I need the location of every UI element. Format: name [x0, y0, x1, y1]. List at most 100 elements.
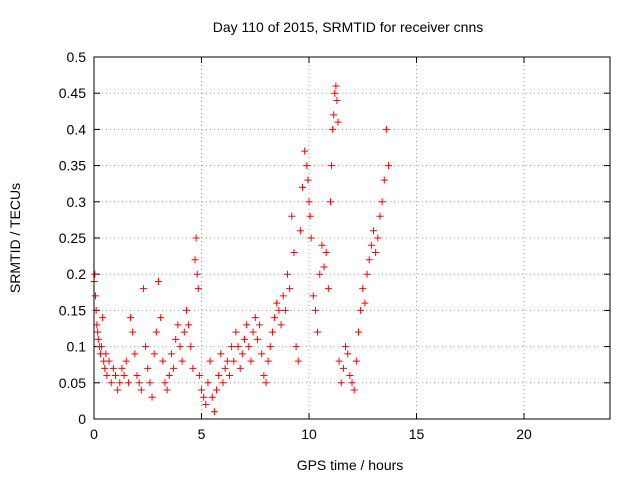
data-point: [264, 357, 272, 365]
data-point: [301, 147, 309, 155]
data-point: [165, 372, 173, 380]
data-point: [114, 386, 122, 394]
data-point: [127, 314, 135, 322]
data-point: [344, 350, 352, 358]
data-point: [281, 306, 289, 314]
y-tick-label: 0.2: [67, 266, 87, 282]
data-point: [378, 198, 386, 206]
plot-frame: [93, 56, 611, 420]
data-point: [314, 328, 322, 336]
data-point: [256, 321, 264, 329]
data-point: [135, 379, 143, 387]
y-tick-label: 0.15: [59, 302, 86, 318]
x-tick-label: 0: [90, 426, 98, 442]
data-point: [311, 306, 319, 314]
data-point: [157, 314, 165, 322]
data-point: [284, 270, 291, 278]
data-point: [361, 299, 369, 307]
data-point: [139, 285, 147, 293]
x-axis-label: GPS time / hours: [297, 457, 404, 473]
data-point: [318, 241, 326, 249]
data-point: [109, 364, 117, 372]
data-point: [129, 328, 137, 336]
data-point: [258, 350, 266, 358]
data-point: [316, 270, 324, 278]
data-point: [194, 285, 202, 293]
data-point: [185, 321, 193, 329]
data-point: [243, 321, 251, 329]
y-tick-label: 0.4: [67, 121, 87, 137]
data-point: [234, 343, 242, 351]
data-point: [206, 357, 214, 365]
data-point: [213, 386, 221, 394]
data-point: [170, 364, 178, 372]
data-point: [260, 372, 268, 380]
data-point: [163, 386, 171, 394]
data-point: [245, 343, 253, 351]
data-point: [146, 379, 154, 387]
data-point: [350, 386, 358, 394]
data-point: [288, 212, 296, 220]
data-point: [337, 379, 345, 387]
data-point: [331, 89, 339, 97]
y-tick-label: 0.05: [59, 375, 86, 391]
y-tick-label: 0.5: [67, 49, 87, 65]
data-point: [215, 372, 223, 380]
data-point: [236, 364, 244, 372]
data-point: [374, 234, 382, 242]
data-point: [320, 263, 328, 271]
data-point: [363, 270, 371, 278]
data-point: [142, 343, 150, 351]
data-point: [277, 321, 285, 329]
data-point: [182, 306, 190, 314]
data-point: [228, 343, 236, 351]
data-point: [348, 379, 356, 387]
x-tick-label: 15: [409, 426, 425, 442]
data-point: [365, 256, 373, 264]
grid-lines: [94, 57, 610, 419]
data-point: [94, 328, 102, 336]
data-point: [329, 125, 337, 133]
data-point: [299, 183, 307, 191]
data-point: [279, 292, 287, 300]
data-point: [103, 372, 111, 380]
data-point: [195, 372, 203, 380]
data-point: [122, 357, 130, 365]
data-point: [221, 364, 229, 372]
data-point: [309, 292, 317, 300]
data-point: [305, 198, 313, 206]
data-point: [251, 314, 259, 322]
data-point: [191, 256, 199, 264]
data-point: [204, 379, 212, 387]
data-point: [376, 212, 384, 220]
data-point: [112, 372, 119, 380]
data-point: [94, 335, 102, 343]
data-point: [385, 162, 393, 170]
data-point: [150, 350, 158, 358]
data-point: [210, 408, 218, 416]
data-point: [102, 350, 110, 358]
data-point: [249, 328, 257, 336]
data-point: [247, 357, 255, 365]
data-point: [167, 350, 175, 358]
data-point: [322, 248, 330, 256]
data-point: [290, 248, 298, 256]
data-point: [241, 335, 248, 343]
data-point: [107, 379, 115, 387]
data-point: [275, 306, 283, 314]
data-point: [225, 372, 233, 380]
data-point: [161, 379, 169, 387]
data-point: [148, 393, 156, 401]
data-point: [124, 379, 132, 387]
data-point: [332, 82, 340, 90]
x-tick-label: 5: [198, 426, 206, 442]
data-point: [91, 270, 99, 278]
data-point: [330, 111, 338, 119]
data-point: [253, 335, 261, 343]
data-point: [342, 343, 350, 351]
data-point: [99, 314, 107, 322]
data-point: [334, 118, 342, 126]
data-point: [266, 343, 274, 351]
